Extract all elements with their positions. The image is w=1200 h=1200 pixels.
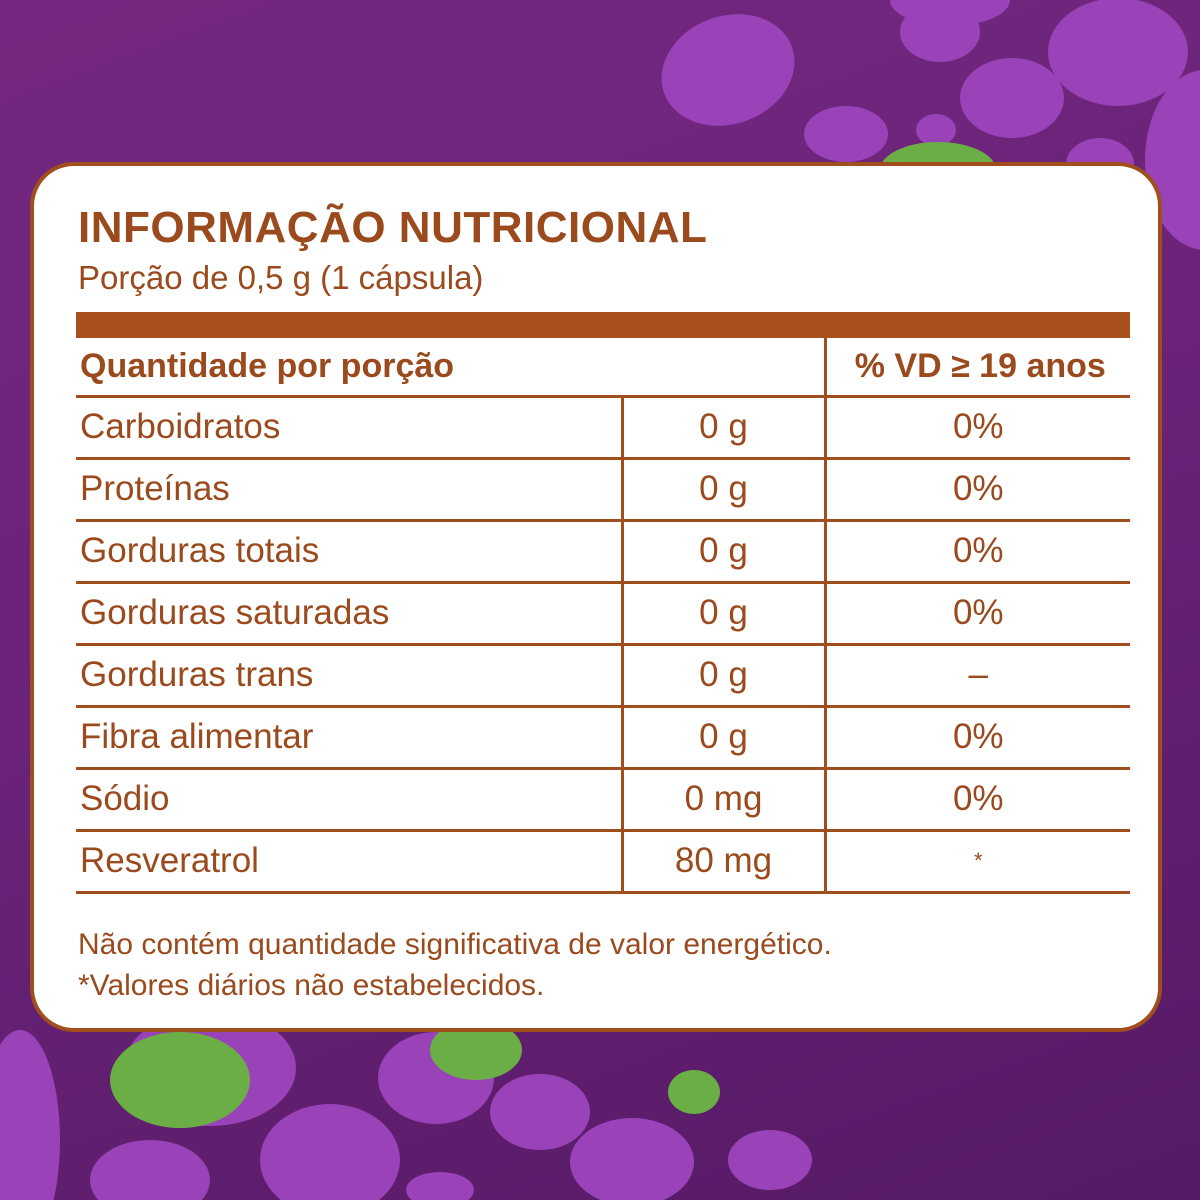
nutrient-amount: 0 g [620,520,826,584]
table-row: Gorduras totais 0 g 0% [76,520,1131,584]
nutrient-vd: 0% [823,458,1131,522]
nutrient-amount: 0 g [620,706,826,770]
nutrient-vd: 0% [823,582,1131,646]
nutrient-name: Gorduras saturadas [76,582,622,646]
table-row: Resveratrol 80 mg * [76,830,1131,894]
nutrient-amount: 80 mg [620,830,826,894]
nutrient-amount: 0 g [620,644,826,708]
nutrient-vd: 0% [823,768,1131,832]
header-vd: % VD ≥ 19 anos [823,338,1131,398]
nutrient-name: Carboidratos [76,396,622,460]
table-row: Gorduras saturadas 0 g 0% [76,582,1131,646]
footnotes: Não contém quantidade significativa de v… [78,924,832,1006]
footnote-energy: Não contém quantidade significativa de v… [78,928,832,961]
nutrient-amount: 0 mg [620,768,826,832]
nutrient-vd: 0% [823,706,1131,770]
nutrient-name: Proteínas [76,458,622,522]
nutrient-name: Resveratrol [76,830,622,894]
label-title: INFORMAÇÃO NUTRICIONAL [78,203,708,252]
nutrient-name: Fibra alimentar [76,706,622,770]
table-row: Sódio 0 mg 0% [76,768,1131,832]
table-top-bar [76,312,1130,338]
table-row: Fibra alimentar 0 g 0% [76,706,1131,770]
nutrition-table: Quantidade por porção % VD ≥ 19 anos Car… [76,338,1131,894]
nutrient-vd: * [823,830,1131,894]
nutrition-label-panel: INFORMAÇÃO NUTRICIONAL Porção de 0,5 g (… [30,162,1162,1032]
nutrient-amount: 0 g [620,396,826,460]
header-quantity: Quantidade por porção [76,338,826,398]
nutrient-vd: 0% [823,520,1131,584]
nutrient-vd: 0% [823,396,1131,460]
table-row: Carboidratos 0 g 0% [76,396,1131,460]
nutrient-name: Gorduras totais [76,520,622,584]
nutrient-vd: – [823,644,1131,708]
table-row: Proteínas 0 g 0% [76,458,1131,522]
footnote-daily-values: *Valores diários não estabelecidos. [78,969,545,1002]
serving-size: Porção de 0,5 g (1 cápsula) [78,259,484,296]
table-row: Gorduras trans 0 g – [76,644,1131,708]
nutrient-name: Sódio [76,768,622,832]
nutrient-amount: 0 g [620,458,826,522]
nutrient-amount: 0 g [620,582,826,646]
nutrient-name: Gorduras trans [76,644,622,708]
table-header-row: Quantidade por porção % VD ≥ 19 anos [76,338,1131,398]
